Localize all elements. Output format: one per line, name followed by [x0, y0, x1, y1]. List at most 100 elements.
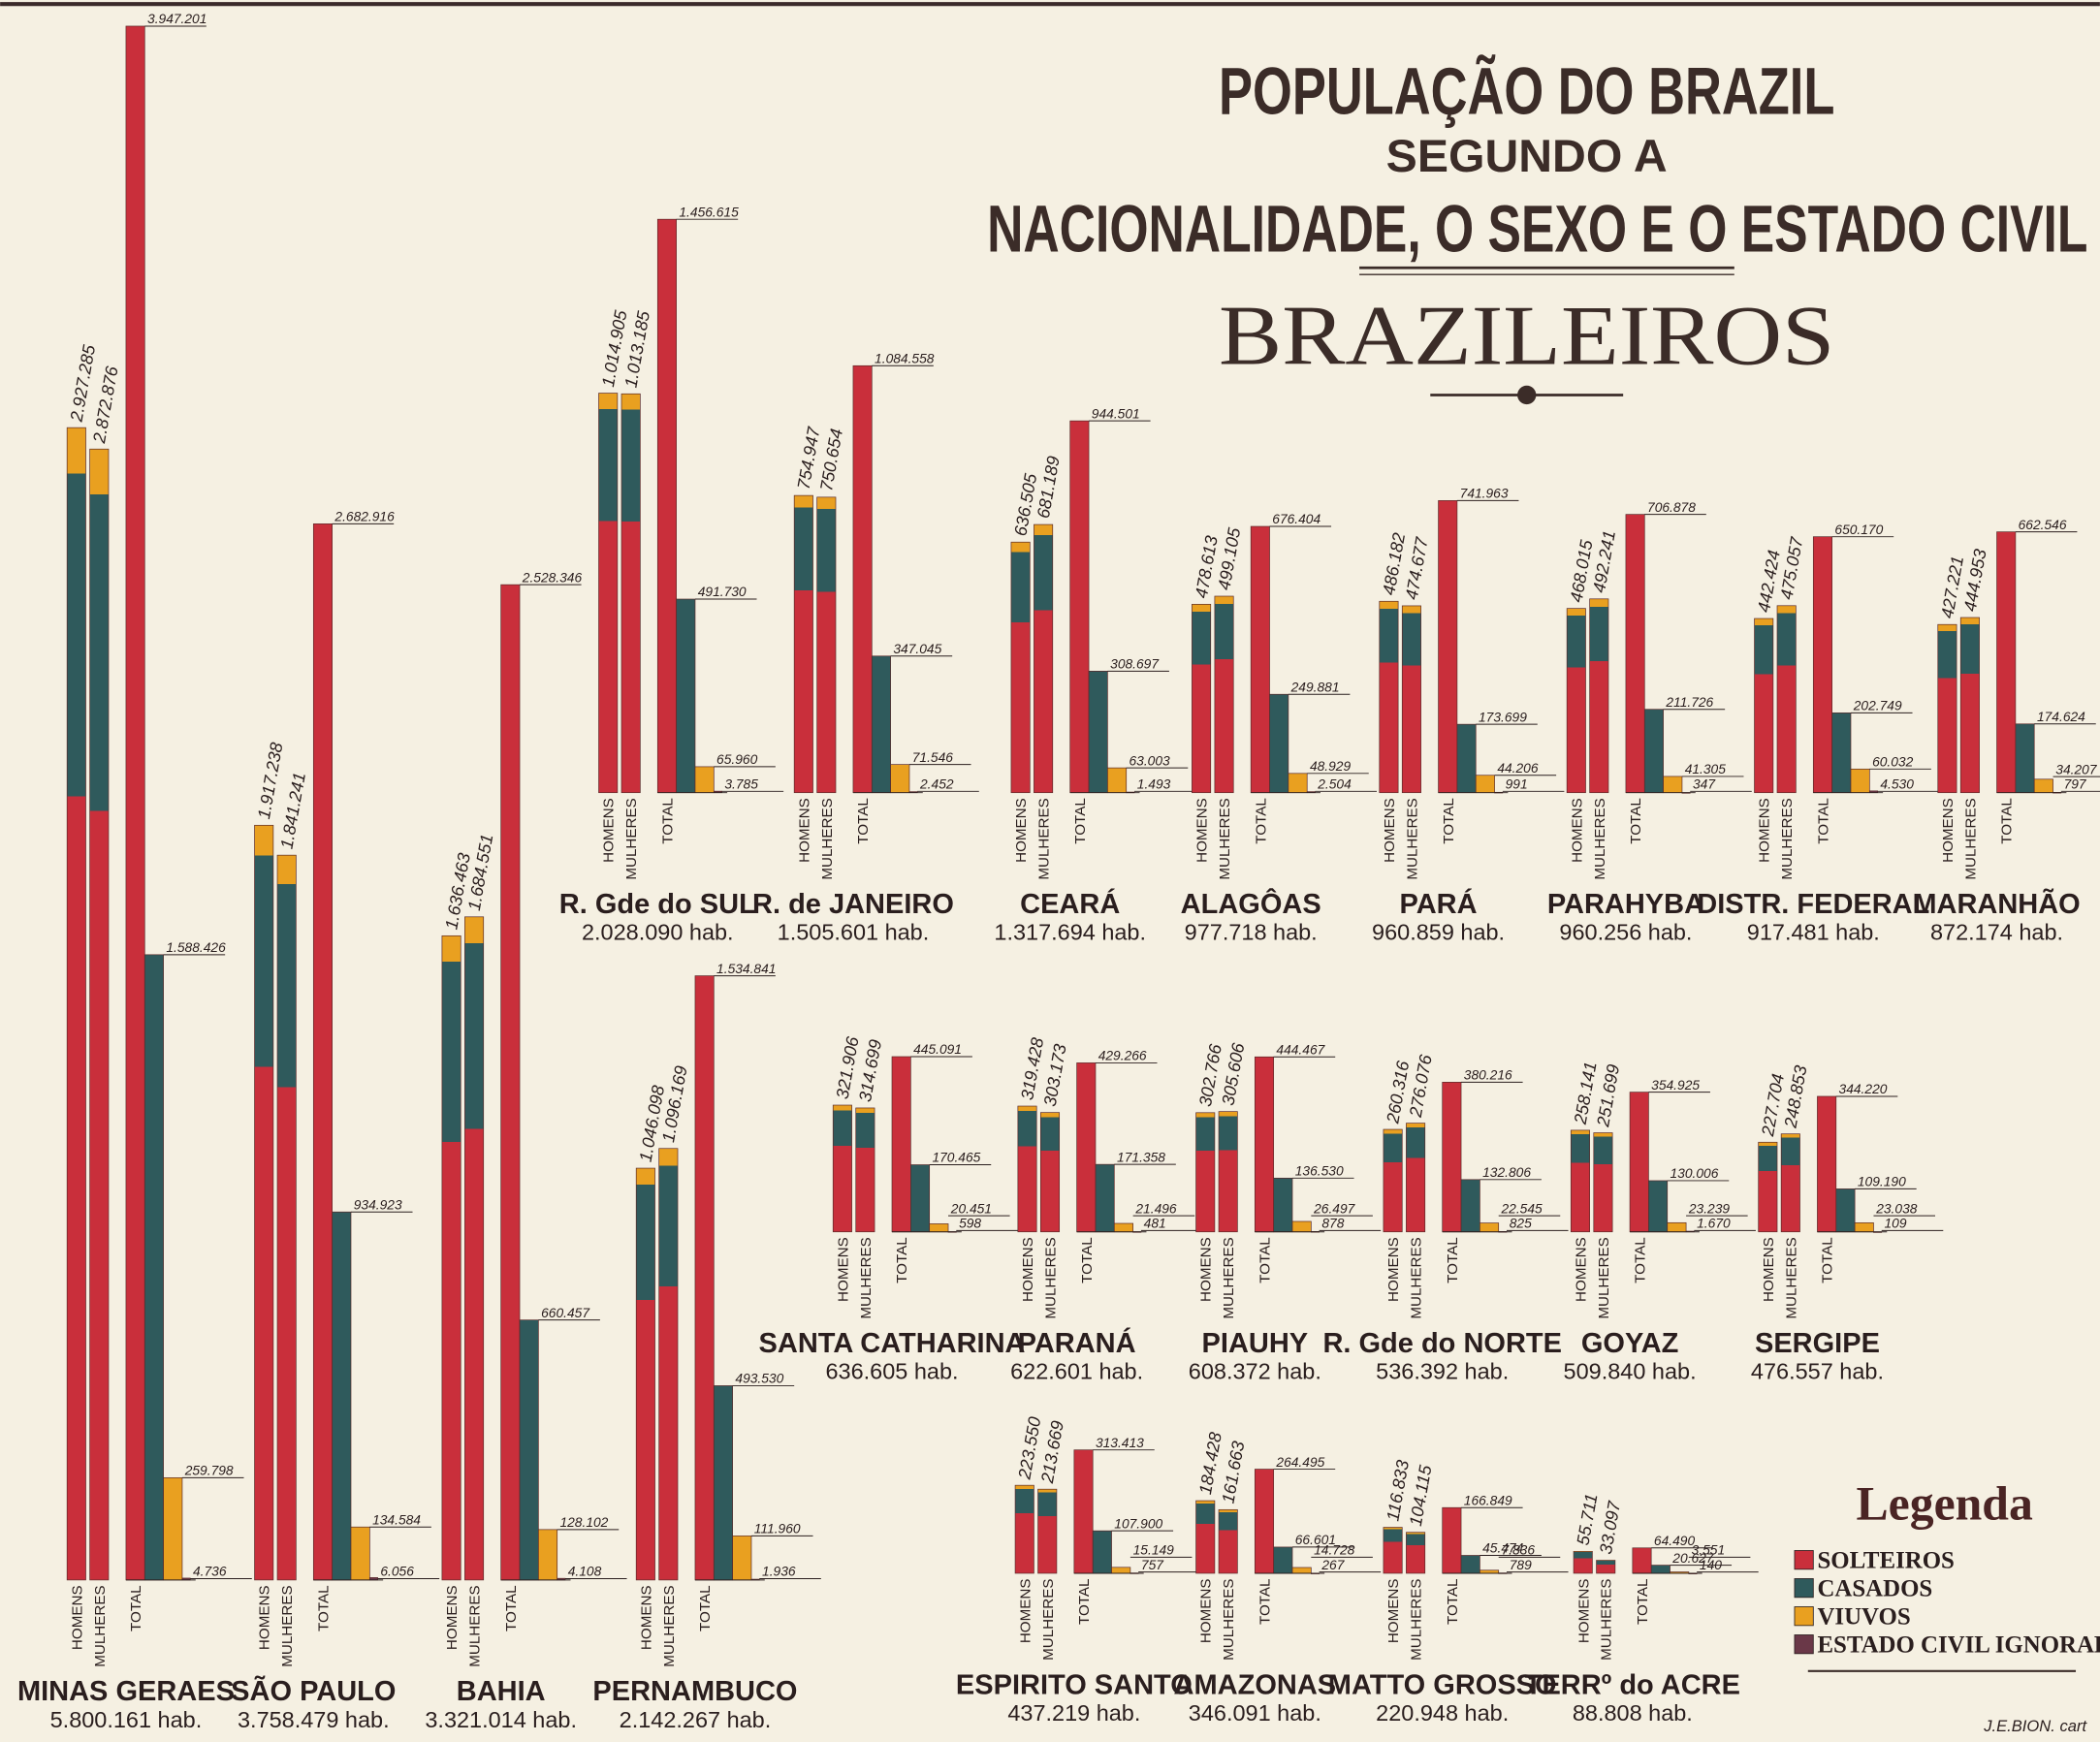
- state-name: PARÁ: [1400, 887, 1478, 920]
- total-bar: [656, 218, 677, 794]
- total-bar: [852, 364, 873, 794]
- total-value-label: 741.963: [1460, 486, 1509, 501]
- total-bar: [143, 954, 164, 1581]
- sex-bar: [598, 393, 619, 794]
- bar-category-label: MULHERES: [1404, 798, 1420, 879]
- total-value-label: 313.413: [1096, 1435, 1144, 1450]
- total-value-label: 20.451: [950, 1200, 992, 1216]
- total-bar: [1442, 1081, 1462, 1233]
- sex-bar: [1573, 1550, 1593, 1574]
- total-value-label: 134.584: [372, 1511, 421, 1527]
- state-population: 509.840 hab.: [1564, 1359, 1697, 1384]
- total-value-label: 1.456.615: [679, 204, 739, 219]
- sex-bar: [1406, 1532, 1426, 1574]
- total-bar: [332, 1211, 352, 1581]
- state-population: 1.317.694 hab.: [994, 920, 1146, 945]
- bar-category-label: TOTAL: [1445, 1237, 1461, 1283]
- total-bar: [1092, 1530, 1112, 1574]
- total-bar: [1250, 525, 1270, 794]
- title: POPULAÇÃO DO BRAZIL: [1219, 52, 1834, 128]
- sex-bar: [635, 1167, 655, 1581]
- sex-bar: [793, 494, 813, 794]
- total-value-label: 4.530: [1880, 776, 1914, 792]
- total-bar: [1113, 1222, 1133, 1233]
- total-bar: [1650, 1565, 1670, 1574]
- total-value-label: 444.467: [1276, 1041, 1325, 1057]
- state-name: PARAHYBA: [1547, 889, 1704, 920]
- state-population: 3.758.479 hab.: [238, 1707, 390, 1732]
- bar-category-label: HOMENS: [1573, 1237, 1589, 1302]
- total-bar: [1069, 420, 1090, 794]
- bar-category-label: HOMENS: [1198, 1578, 1215, 1643]
- total-value-label: 107.900: [1114, 1515, 1162, 1531]
- total-value-label: 15.149: [1133, 1542, 1175, 1558]
- total-value-label: 662.546: [2019, 517, 2067, 532]
- state-population: 536.392 hab.: [1376, 1359, 1509, 1384]
- total-bar: [1854, 1222, 1874, 1233]
- sex-bar: [464, 916, 485, 1581]
- total-bar: [1812, 536, 1832, 794]
- legend-label: VIUVOS: [1817, 1603, 1910, 1630]
- bar-category-label: HOMENS: [1385, 1237, 1402, 1302]
- total-value-label: 48.929: [1310, 758, 1352, 774]
- state-population: 622.601 hab.: [1010, 1359, 1143, 1384]
- total-bar: [1480, 1222, 1500, 1233]
- bar-category-label: TOTAL: [1079, 1237, 1096, 1283]
- sex-bar: [1593, 1132, 1613, 1233]
- sex-bar: [441, 934, 461, 1581]
- total-value-label: 491.730: [698, 584, 747, 599]
- total-bar: [1625, 514, 1645, 794]
- total-value-label: 3.785: [724, 776, 758, 792]
- total-bar: [1254, 1469, 1275, 1574]
- total-bar: [1291, 1567, 1312, 1574]
- total-value-label: 45.474: [1482, 1540, 1524, 1556]
- total-bar: [910, 1164, 931, 1233]
- total-value-label: 380.216: [1464, 1067, 1512, 1083]
- bar-category-label: MULHERES: [1040, 1578, 1057, 1660]
- total-bar: [929, 1223, 949, 1233]
- bar-category-label: TOTAL: [1076, 1578, 1093, 1625]
- total-value-label: 166.849: [1464, 1492, 1512, 1507]
- total-value-label: 264.495: [1275, 1454, 1324, 1470]
- total-value-label: 3.947.201: [147, 11, 207, 26]
- state-population: 608.372 hab.: [1189, 1359, 1321, 1384]
- total-value-label: 878: [1321, 1216, 1344, 1231]
- bar-category-label: TOTAL: [1445, 1578, 1461, 1625]
- sex-bar: [855, 1107, 875, 1233]
- total-value-label: 598: [959, 1216, 981, 1231]
- bar-category-label: TOTAL: [1816, 798, 1832, 844]
- state-name: BAHIA: [457, 1676, 546, 1707]
- total-value-label: 660.457: [541, 1305, 590, 1320]
- bar-category-label: HOMENS: [1569, 798, 1585, 863]
- state-name: PIAUHY: [1202, 1328, 1309, 1359]
- subtitle-line: NACIONALIDADE, O SEXO E O ESTADO CIVIL: [987, 191, 2087, 267]
- total-value-label: 22.545: [1500, 1200, 1543, 1216]
- sex-bar: [1017, 1105, 1037, 1233]
- total-value-label: 347.045: [893, 641, 941, 656]
- total-value-label: 41.305: [1685, 761, 1727, 776]
- state-population: 872.174 hab.: [1930, 920, 2063, 945]
- total-bar: [1629, 1092, 1649, 1233]
- sex-bar: [1776, 605, 1797, 794]
- total-value-label: 1.588.426: [166, 939, 226, 955]
- legend-title: Legenda: [1857, 1477, 2033, 1531]
- total-bar: [694, 766, 715, 794]
- total-value-label: 991: [1506, 776, 1528, 792]
- total-value-label: 344.220: [1839, 1081, 1888, 1096]
- total-bar: [1273, 1546, 1293, 1574]
- sex-bar: [1596, 1560, 1616, 1574]
- total-value-label: 174.624: [2037, 709, 2085, 724]
- state-population: 5.800.161 hab.: [50, 1707, 203, 1732]
- state-name: ESPIRITO SANTO: [956, 1669, 1193, 1700]
- bar-category-label: TOTAL: [1820, 1237, 1836, 1283]
- sex-bar: [816, 496, 837, 794]
- sex-bar: [1034, 523, 1054, 794]
- total-bar: [1996, 531, 2017, 794]
- total-value-label: 173.699: [1479, 709, 1527, 724]
- sex-bar: [1566, 608, 1586, 794]
- total-value-label: 2.682.916: [334, 509, 395, 524]
- sex-bar: [1383, 1527, 1403, 1574]
- total-value-label: 60.032: [1872, 754, 1914, 770]
- state-name: MARANHÃO: [1913, 887, 2080, 920]
